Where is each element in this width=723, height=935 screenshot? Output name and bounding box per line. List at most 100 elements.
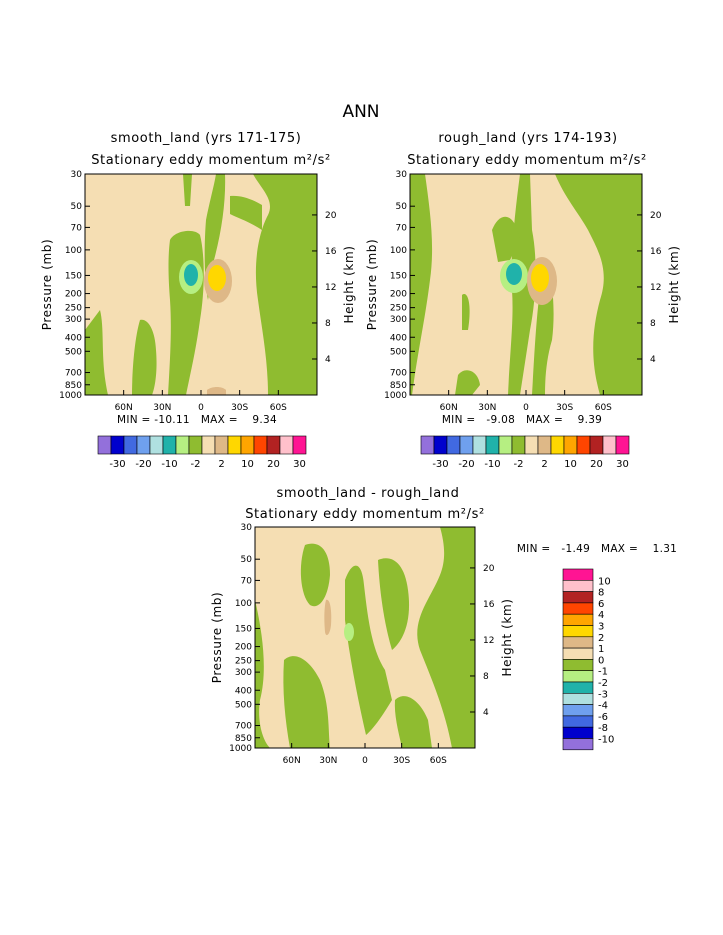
y-tick-label: 300: [235, 668, 252, 678]
colorbar-label: 30: [293, 459, 306, 470]
colorbar-label: -30: [109, 459, 125, 470]
colorbar-label: 6: [598, 599, 604, 610]
y-tick-label: 50: [241, 555, 253, 565]
y-tick-label: 200: [235, 643, 252, 653]
y-tick-label: 500: [235, 700, 252, 710]
panel-difference: smooth_land - rough_land Stationary eddy…: [210, 486, 677, 766]
colorbar-swatch: [136, 435, 151, 455]
y2-tick-label: 12: [325, 283, 336, 293]
panel-b-colorbar: -30 -20 -10 -2 2 10 20 30: [420, 435, 630, 470]
y-tick-label: 30: [396, 170, 408, 180]
colorbar-swatch: [562, 681, 594, 694]
colorbar-label: 4: [598, 610, 604, 621]
panel-a-colorbar: -30 -20 -10 -2 2 10 20 30: [97, 435, 307, 470]
colorbar-swatch: [201, 435, 216, 455]
colorbar-label: 0: [598, 655, 604, 666]
colorbar-swatch: [550, 435, 565, 455]
y-tick-label: 70: [396, 223, 408, 233]
y-tick-label: 150: [65, 271, 82, 281]
y-tick-label: 400: [390, 333, 407, 343]
colorbar-swatch: [97, 435, 112, 455]
colorbar-label: 3: [598, 622, 604, 633]
colorbar-label: -2: [598, 678, 608, 689]
panel-b-minmax: MIN = -9.08 MAX = 9.39: [442, 414, 602, 426]
y2-tick-label: 20: [325, 211, 337, 221]
x-tick-label: 60S: [595, 403, 612, 413]
colorbar-swatch: [188, 435, 203, 455]
y-tick-label: 200: [65, 290, 82, 300]
x-tick-label: 30N: [319, 756, 337, 766]
colorbar-label: 8: [598, 588, 604, 599]
colorbar-swatch: [562, 647, 594, 660]
panel-c-title: smooth_land - rough_land: [277, 486, 460, 501]
colorbar-label: -8: [598, 723, 608, 734]
colorbar-swatch: [433, 435, 448, 455]
colorbar-label: -2: [191, 459, 201, 470]
y-tick-label: 400: [235, 686, 252, 696]
colorbar-swatch: [240, 435, 255, 455]
colorbar-label: 2: [541, 459, 547, 470]
colorbar-swatch: [562, 670, 594, 683]
colorbar-label: -1: [598, 667, 608, 678]
y-tick-label: 300: [390, 315, 407, 325]
x-tick-label: 0: [362, 756, 368, 766]
colorbar-label: 10: [241, 459, 254, 470]
colorbar-swatch: [279, 435, 294, 455]
y-tick-label: 850: [390, 381, 407, 391]
y-tick-label: 70: [241, 576, 253, 586]
y-tick-label: 700: [235, 722, 252, 732]
y-tick-label: 100: [65, 246, 82, 256]
panel-b-title: rough_land (yrs 174-193): [438, 131, 617, 146]
x-tick-label: 60N: [283, 756, 301, 766]
colorbar-swatch: [175, 435, 190, 455]
x-tick-label: 60N: [115, 403, 133, 413]
colorbar-swatch: [149, 435, 164, 455]
panel-c-contours: [255, 527, 475, 748]
colorbar-swatch: [162, 435, 177, 455]
y-tick-label: 200: [390, 290, 407, 300]
y-tick-label: 850: [235, 734, 252, 744]
colorbar-swatch: [562, 591, 594, 604]
x-tick-label: 60S: [270, 403, 287, 413]
colorbar-swatch: [562, 636, 594, 649]
y-tick-label: 300: [65, 315, 82, 325]
panel-a-subtitle: Stationary eddy momentum m²/s²: [91, 153, 331, 168]
y-tick-label: 1000: [384, 391, 407, 401]
y-tick-label: 500: [390, 347, 407, 357]
colorbar-swatch: [472, 435, 487, 455]
y2-axis-title: Height (km): [500, 598, 514, 676]
y2-axis-title: Height (km): [342, 245, 356, 323]
y-tick-label: 1000: [59, 391, 82, 401]
colorbar-label: 30: [616, 459, 629, 470]
colorbar-label: -10: [484, 459, 500, 470]
x-tick-label: 60S: [430, 756, 447, 766]
y-tick-label: 150: [390, 271, 407, 281]
colorbar-swatch: [562, 659, 594, 672]
colorbar-label: 10: [564, 459, 577, 470]
y-tick-label: 700: [65, 369, 82, 379]
colorbar-swatch: [446, 435, 461, 455]
panel-c-minmax: MIN = -1.49 MAX = 1.31: [517, 543, 677, 555]
colorbar-swatch: [562, 568, 594, 581]
colorbar-swatch: [562, 692, 594, 705]
panel-smooth-land: smooth_land (yrs 171-175) Stationary edd…: [40, 131, 356, 470]
colorbar-swatch: [292, 435, 307, 455]
y2-tick-label: 4: [325, 355, 331, 365]
x-tick-label: 0: [198, 403, 204, 413]
colorbar-swatch: [562, 738, 594, 751]
y2-tick-label: 12: [483, 636, 494, 646]
x-tick-label: 0: [523, 403, 529, 413]
colorbar-label: -30: [432, 459, 448, 470]
y2-tick-label: 4: [650, 355, 656, 365]
y2-tick-label: 4: [483, 708, 489, 718]
y2-tick-label: 20: [483, 564, 495, 574]
y-tick-label: 30: [241, 523, 253, 533]
colorbar-swatch: [589, 435, 604, 455]
x-tick-label: 60N: [440, 403, 458, 413]
colorbar-swatch: [214, 435, 229, 455]
y-axis-title: Pressure (mb): [365, 239, 379, 331]
colorbar-label: -2: [514, 459, 524, 470]
